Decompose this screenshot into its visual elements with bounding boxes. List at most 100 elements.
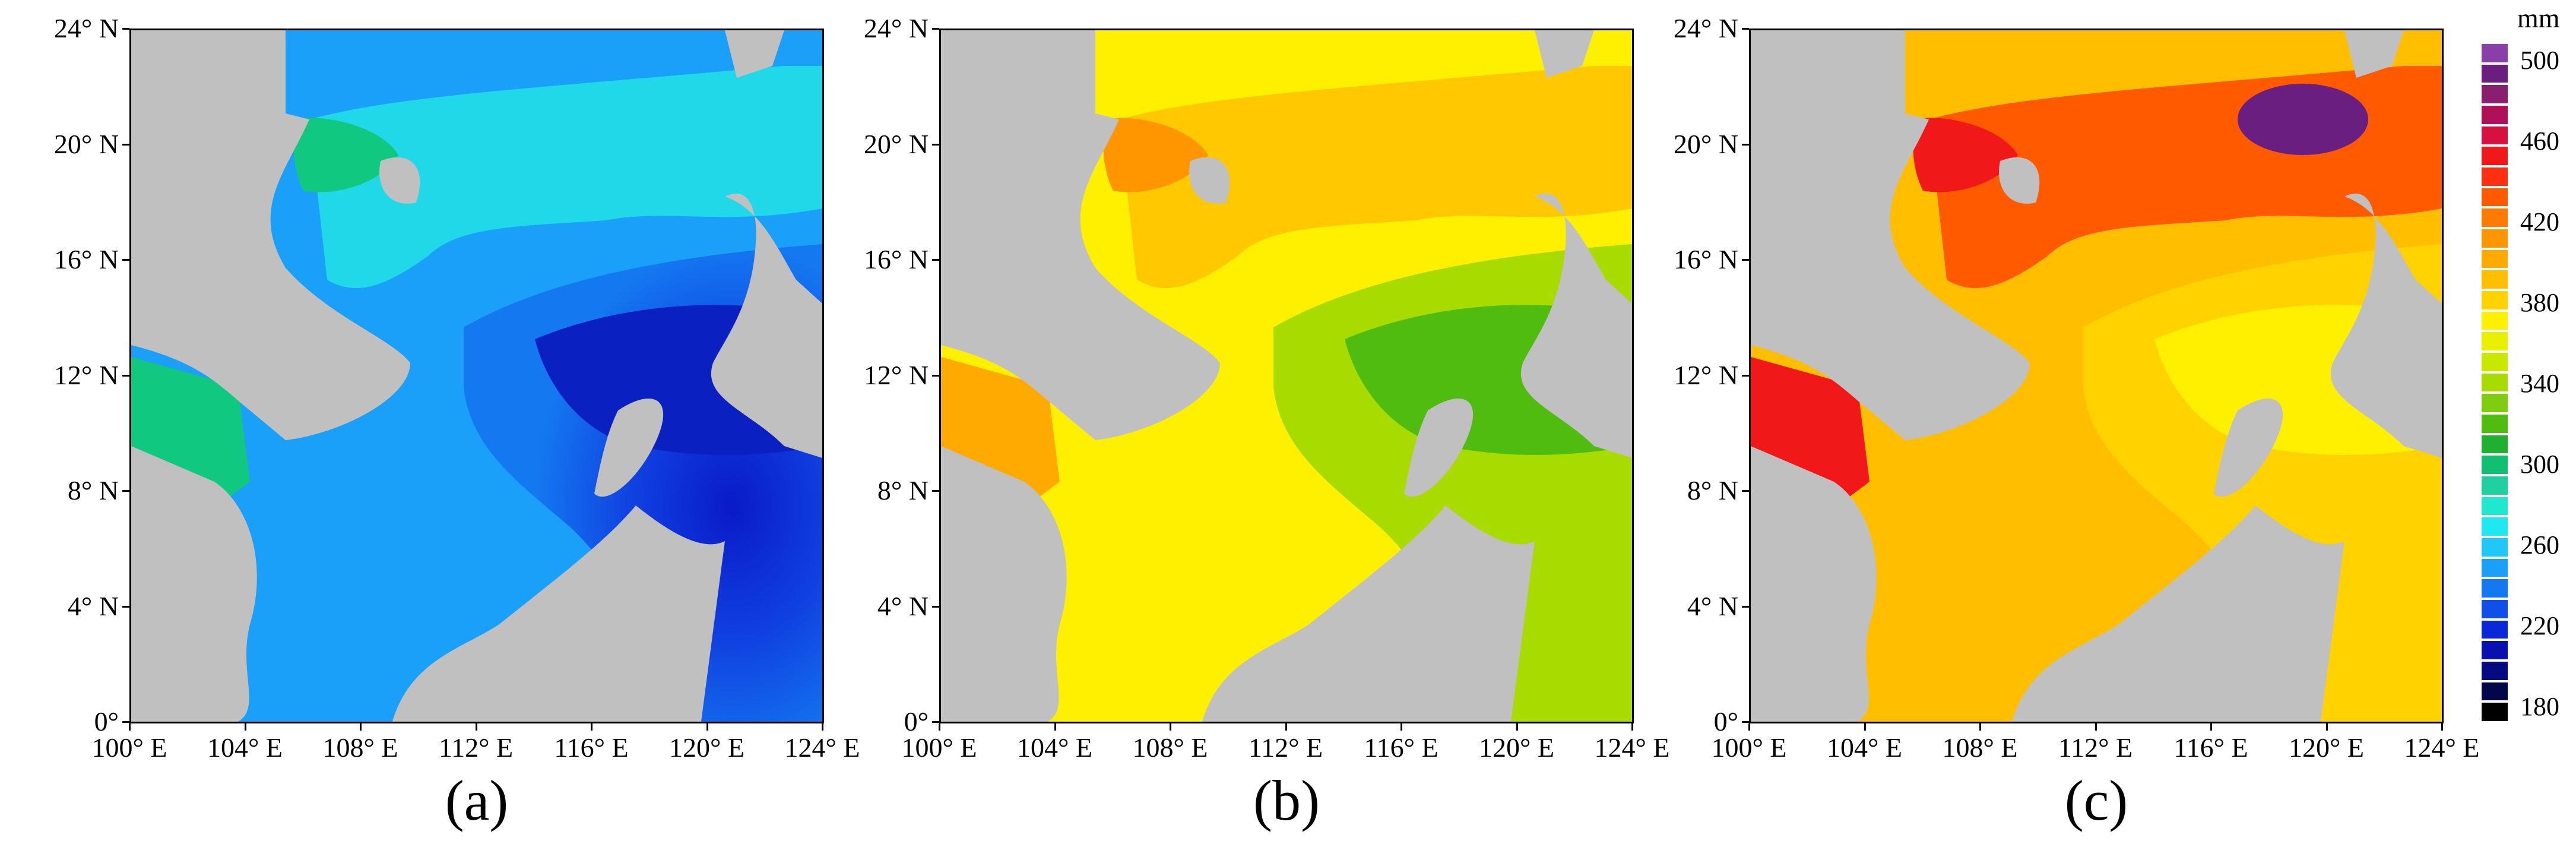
y-tick-label: 20° N <box>863 128 929 159</box>
land-indochina <box>941 30 1220 440</box>
y-tick-label: 12° N <box>1673 359 1738 390</box>
land-hainan <box>379 157 420 204</box>
x-tick-mark <box>1979 723 1981 731</box>
colorbar-unit: mm <box>2517 3 2560 33</box>
colorbar-segment <box>2482 662 2508 680</box>
y-tick-label: 16° N <box>1673 244 1738 274</box>
x-tick-label: 112° E <box>1248 732 1323 763</box>
y-tick-label: 20° N <box>1673 128 1738 159</box>
x-tick-mark <box>360 723 362 731</box>
y-tick-mark <box>1742 374 1749 377</box>
colorbar-segment <box>2482 456 2508 474</box>
x-tick-mark <box>2210 723 2212 731</box>
x-tick-mark <box>2095 723 2097 731</box>
y-tick-mark <box>1742 28 1749 30</box>
x-tick-mark <box>1864 723 1866 731</box>
colorbar-label: 220 <box>2520 611 2559 640</box>
y-tick-label: 12° N <box>863 359 929 390</box>
x-tick-mark <box>1401 723 1402 731</box>
colorbar-segment <box>2482 249 2508 268</box>
x-tick-mark <box>2325 723 2328 731</box>
y-tick-label: 8° N <box>877 475 929 505</box>
x-tick-label: 120° E <box>1479 732 1554 763</box>
land-borneo <box>392 505 725 722</box>
x-tick-label: 120° E <box>669 732 744 763</box>
colorbar-segment <box>2482 147 2508 165</box>
x-tick-label: 124° E <box>2404 732 2480 763</box>
y-tick-label: 8° N <box>67 475 119 505</box>
colorbar-segment <box>2482 188 2508 207</box>
y-tick-label: 0° <box>1713 706 1738 737</box>
colorbar-segment <box>2482 373 2508 392</box>
sst-map-a <box>131 30 822 722</box>
colorbar-segment <box>2482 682 2508 701</box>
y-tick-mark <box>122 28 129 30</box>
x-tick-mark <box>2441 723 2443 731</box>
land-indochina <box>131 30 410 440</box>
colorbar-segment <box>2482 332 2508 350</box>
y-tick-mark <box>122 721 129 723</box>
y-tick-mark <box>122 143 129 146</box>
colorbar-segment <box>2482 229 2508 248</box>
y-tick-mark <box>932 605 939 608</box>
x-tick-label: 104° E <box>1827 732 1902 763</box>
sea-zone-gulf-tonkin <box>293 118 398 192</box>
y-tick-mark <box>122 490 129 492</box>
panel-label-a: (a) <box>445 769 509 832</box>
colorbar-segment <box>2482 703 2508 721</box>
colorbar-segment <box>2482 538 2508 557</box>
x-tick-label: 100° E <box>1711 732 1787 763</box>
colorbar-segment <box>2482 558 2508 577</box>
x-tick-label: 112° E <box>438 732 514 763</box>
x-tick-mark <box>475 723 477 731</box>
y-tick-label: 4° N <box>877 590 929 621</box>
y-tick-label: 16° N <box>53 244 119 274</box>
colorbar-segment <box>2482 44 2508 62</box>
land-palawan <box>594 399 664 497</box>
x-tick-label: 104° E <box>207 732 283 763</box>
land-taiwan <box>1535 30 1594 78</box>
x-tick-mark <box>129 723 131 731</box>
map-panel-a <box>129 29 824 723</box>
x-tick-label: 120° E <box>2289 732 2364 763</box>
y-tick-label: 16° N <box>863 244 929 274</box>
panel-label-c: (c) <box>2064 769 2128 832</box>
x-tick-label: 108° E <box>1132 732 1208 763</box>
y-tick-mark <box>122 605 129 608</box>
y-tick-mark <box>122 374 129 377</box>
y-tick-mark <box>932 143 939 146</box>
colorbar-label: 340 <box>2520 369 2559 398</box>
x-tick-mark <box>706 723 708 731</box>
x-tick-label: 116° E <box>554 732 629 763</box>
x-tick-mark <box>244 723 246 731</box>
y-tick-label: 0° <box>94 706 119 737</box>
y-tick-mark <box>1742 490 1749 492</box>
colorbar-label: 180 <box>2520 692 2559 721</box>
y-tick-mark <box>122 259 129 261</box>
x-tick-mark <box>1516 723 1518 731</box>
land-indochina <box>1751 30 2030 440</box>
y-tick-mark <box>1742 721 1749 723</box>
land-taiwan <box>725 30 784 78</box>
colorbar-segment <box>2482 620 2508 639</box>
x-tick-mark <box>939 723 940 731</box>
colorbar-segment <box>2482 415 2508 433</box>
sea-zone-north <box>309 66 822 289</box>
land-taiwan <box>2344 30 2404 78</box>
colorbar-segment <box>2482 435 2508 454</box>
panel-label-b: (b) <box>1253 769 1320 832</box>
colorbar-segment <box>2482 270 2508 289</box>
sea-zone-north <box>1119 66 1632 289</box>
x-tick-mark <box>822 723 823 731</box>
x-tick-label: 100° E <box>91 732 167 763</box>
y-tick-label: 24° N <box>53 13 119 43</box>
colorbar-segment <box>2482 497 2508 516</box>
sst-map-c <box>1751 30 2442 722</box>
x-tick-label: 108° E <box>322 732 398 763</box>
x-tick-mark <box>1170 723 1171 731</box>
colorbar-segment <box>2482 64 2508 83</box>
land-malay-peninsula <box>1751 446 1877 722</box>
land-hainan <box>1999 157 2040 204</box>
land-malay-peninsula <box>941 446 1067 722</box>
land-borneo <box>1202 505 1535 722</box>
